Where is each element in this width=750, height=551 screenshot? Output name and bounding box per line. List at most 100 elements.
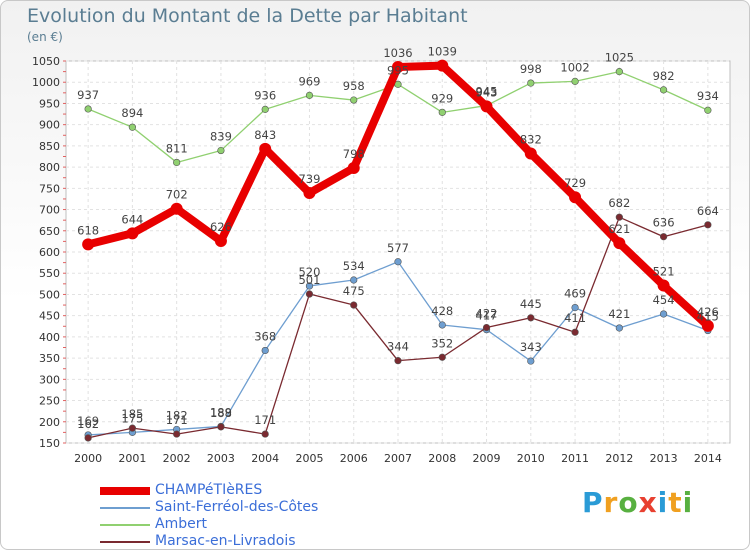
data-point	[261, 105, 269, 113]
data-label: 520	[298, 265, 320, 279]
data-point	[394, 357, 402, 365]
data-point	[84, 434, 92, 442]
y-tick-label: 650	[39, 225, 60, 238]
x-tick-label: 2008	[428, 452, 456, 465]
data-label: 421	[608, 307, 630, 321]
logo-letter: t	[668, 486, 683, 519]
x-tick-label: 2007	[384, 452, 412, 465]
y-tick-label: 800	[39, 161, 60, 174]
data-point	[126, 227, 139, 240]
data-label: 445	[520, 297, 542, 311]
legend-swatch	[100, 541, 150, 543]
data-point	[527, 357, 535, 365]
data-point	[659, 233, 668, 241]
data-point	[659, 310, 668, 318]
data-label: 934	[697, 89, 719, 103]
x-tick-label: 2003	[207, 452, 235, 465]
data-point	[613, 237, 626, 250]
data-label: 368	[254, 329, 276, 343]
data-point	[527, 79, 535, 87]
data-label: 894	[121, 106, 143, 120]
x-tick-label: 2002	[163, 452, 191, 465]
data-point	[303, 187, 316, 200]
data-point	[347, 161, 360, 174]
data-label: 945	[476, 85, 498, 99]
unit-label: (en €)	[27, 30, 63, 44]
data-label: 415	[697, 310, 719, 324]
data-label: 417	[476, 309, 498, 323]
x-tick-label: 2013	[650, 452, 678, 465]
data-point	[394, 258, 402, 266]
data-label: 411	[564, 311, 586, 325]
data-label: 618	[77, 223, 99, 237]
legend-swatch	[100, 507, 150, 509]
data-point	[571, 77, 579, 85]
data-label: 175	[121, 411, 143, 425]
data-label: 577	[387, 241, 409, 255]
data-point	[392, 60, 404, 73]
data-label: 936	[254, 88, 276, 102]
data-label: 344	[387, 340, 409, 354]
data-point	[305, 91, 314, 99]
data-point	[305, 290, 314, 298]
y-tick-label: 450	[39, 310, 60, 323]
data-label: 943	[476, 85, 498, 99]
data-label: 664	[697, 204, 719, 218]
data-label: 729	[564, 176, 586, 190]
data-point	[571, 304, 579, 312]
logo-letter: x	[638, 486, 658, 519]
data-label: 185	[121, 407, 143, 421]
data-label: 171	[254, 413, 276, 427]
data-point	[217, 423, 225, 431]
data-label: 475	[343, 284, 365, 298]
data-point	[615, 68, 623, 76]
data-label: 636	[653, 216, 675, 230]
data-label: 682	[608, 196, 630, 210]
y-tick-label: 1050	[32, 55, 60, 68]
data-label: 937	[77, 88, 99, 102]
data-point	[82, 238, 95, 251]
data-point	[569, 191, 582, 204]
data-label: 352	[431, 336, 453, 350]
data-label: 343	[520, 340, 542, 354]
data-point	[527, 314, 535, 322]
data-label: 422	[476, 307, 498, 321]
legend-swatch	[100, 487, 150, 495]
data-label: 998	[520, 62, 542, 76]
data-label: 428	[431, 304, 453, 318]
data-label: 1025	[605, 51, 634, 65]
data-point	[438, 321, 446, 329]
data-point	[350, 96, 358, 104]
data-point	[438, 353, 446, 361]
data-point	[261, 346, 269, 355]
data-point	[305, 282, 314, 290]
data-label: 182	[166, 408, 188, 422]
x-tick-label: 2009	[473, 452, 501, 465]
data-label: 426	[697, 305, 719, 319]
data-label: 958	[343, 79, 365, 93]
logo-letter: i	[657, 486, 669, 519]
data-label: 644	[121, 212, 143, 226]
y-tick-label: 600	[39, 246, 60, 259]
legend-label: Ambert	[155, 516, 207, 532]
y-tick-label: 850	[39, 140, 60, 153]
data-label: 621	[608, 222, 630, 236]
data-label: 1039	[428, 45, 457, 59]
y-tick-label: 750	[39, 182, 60, 195]
data-point	[704, 221, 712, 229]
y-tick-label: 1000	[32, 76, 60, 89]
data-point	[350, 276, 358, 284]
x-tick-label: 2004	[251, 452, 279, 465]
y-tick-label: 900	[39, 119, 60, 132]
data-label: 739	[298, 172, 320, 186]
data-point	[217, 146, 225, 155]
x-tick-label: 2014	[694, 452, 722, 465]
legend-label: CHAMPéTIèRES	[155, 482, 263, 498]
data-point	[259, 142, 272, 155]
logo-letter: P	[582, 486, 604, 519]
data-point	[657, 279, 670, 292]
y-tick-label: 400	[39, 331, 60, 344]
data-label: 169	[77, 414, 99, 428]
data-label: 171	[166, 413, 188, 427]
data-label: 188	[210, 406, 232, 420]
